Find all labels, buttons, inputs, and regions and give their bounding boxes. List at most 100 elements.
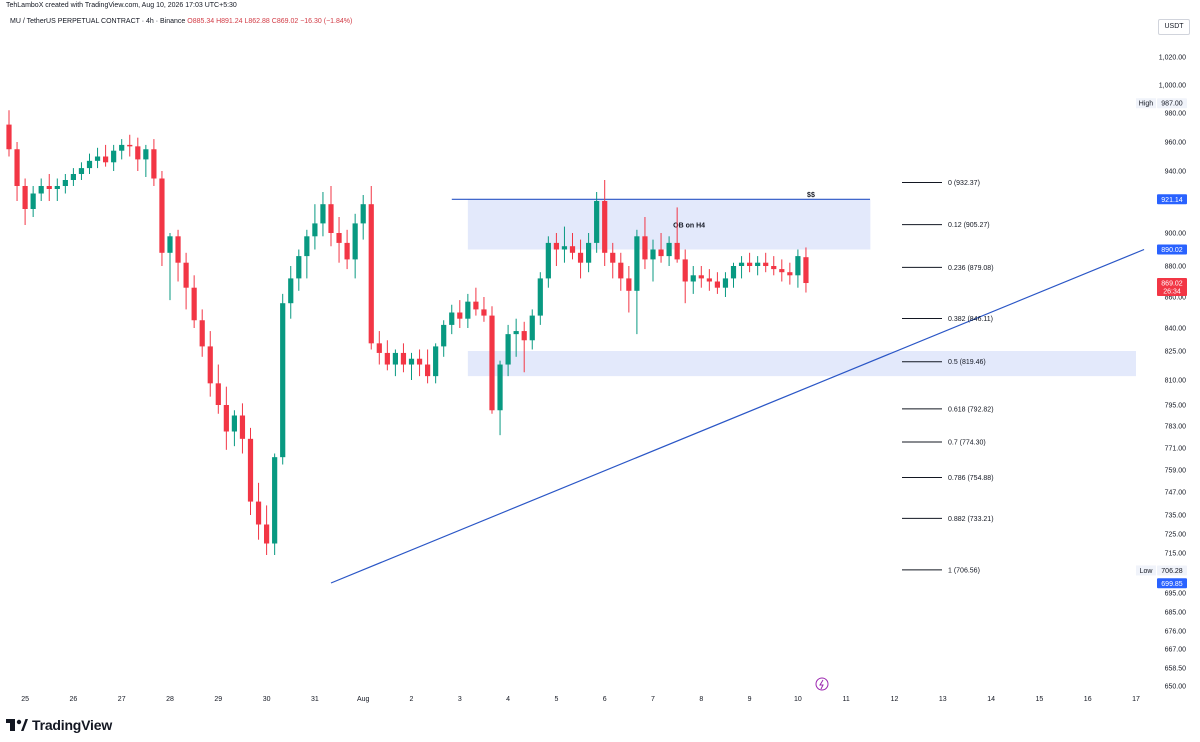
candle-body: [714, 281, 720, 288]
price-marker-label: 921.14: [1161, 197, 1183, 204]
candle-body: [280, 303, 286, 458]
candle-body: [610, 252, 616, 263]
candle-body: [215, 383, 221, 405]
x-tick-label: 29: [214, 696, 222, 703]
price-marker: [1157, 194, 1187, 205]
x-tick-label: 12: [891, 696, 899, 703]
x-tick-label: 10: [794, 696, 802, 703]
candle-body: [360, 204, 366, 224]
candle-body: [191, 287, 197, 321]
y-tick-label: 735.00: [1165, 513, 1187, 520]
price-marker-side-box: [1136, 98, 1156, 109]
candle-body: [127, 144, 133, 147]
candle-body: [223, 405, 229, 432]
candle-body: [86, 160, 93, 169]
candle-body: [264, 524, 270, 544]
y-tick-label: 810.00: [1165, 378, 1187, 385]
candle-body: [272, 457, 278, 544]
candle-body: [103, 156, 109, 163]
candle-body: [296, 256, 302, 279]
candle-body: [569, 246, 576, 253]
x-tick-label: 5: [554, 696, 558, 703]
candle-body: [795, 256, 801, 276]
fib-layer: 0 (932.37) 0.12 (905.27) 0.236 (879.08) 0.3…: [902, 180, 994, 574]
candle-body: [650, 249, 656, 260]
candle-body: [46, 186, 52, 189]
candle-body: [763, 262, 769, 266]
x-tick-label: 28: [166, 696, 174, 703]
candle-body: [384, 352, 390, 365]
candle-body: [408, 358, 415, 365]
price-marker: [1157, 578, 1187, 589]
y-tick-label: 650.00: [1165, 684, 1187, 691]
candle-body: [30, 193, 36, 209]
candle-body: [167, 236, 173, 253]
ohlc-low: L862.88: [244, 18, 270, 25]
candle-body: [183, 262, 189, 288]
x-tick-label: 26: [70, 696, 78, 703]
y-tick-label: 747.00: [1165, 490, 1187, 497]
candles-layer: [6, 110, 809, 555]
y-tick-label: 1,020.00: [1159, 55, 1186, 62]
x-tick-label: 14: [987, 696, 995, 703]
currency-selector[interactable]: USDT: [1158, 19, 1190, 35]
candle-body: [779, 269, 785, 273]
candle-body: [111, 150, 117, 163]
candle-body: [521, 331, 527, 341]
alert-icon[interactable]: [815, 677, 829, 691]
candle-body: [634, 236, 640, 291]
y-tick-label: 900.00: [1165, 231, 1187, 238]
candle-body: [352, 223, 358, 260]
candle-body: [755, 262, 761, 266]
candle-body: [425, 364, 431, 377]
brand-name: TradingView: [32, 717, 113, 733]
candle-body: [682, 259, 688, 282]
candle-body: [489, 315, 495, 411]
candle-body: [94, 156, 101, 161]
fib-label: 0 (932.37): [948, 180, 980, 187]
candle-body: [175, 236, 181, 263]
candle-body: [481, 309, 487, 316]
symbol-legend: MU / TetherUS PERPETUAL CONTRACT · 4h · …: [10, 18, 352, 25]
candle-body: [690, 275, 696, 282]
x-tick-label: 25: [21, 696, 29, 703]
tradingview-logo-icon: [6, 719, 28, 731]
candle-body: [457, 312, 463, 319]
candle-body: [38, 186, 44, 194]
price-marker-side-box: [1136, 565, 1156, 576]
x-tick-label: 11: [843, 696, 850, 703]
zones-layer: OB on H4: [467, 199, 1137, 377]
price-marker: [1157, 98, 1187, 109]
candle-body: [6, 124, 12, 150]
y-tick-label: 860.00: [1165, 295, 1187, 302]
candle-body: [658, 249, 664, 257]
candle-body: [698, 275, 704, 279]
candle-body: [368, 204, 374, 344]
y-tick-label: 771.00: [1165, 446, 1187, 453]
y-tick-label: 940.00: [1165, 169, 1187, 176]
candle-body: [674, 242, 680, 260]
candle-body: [143, 149, 149, 160]
candle-body: [54, 186, 60, 189]
price-marker: [1157, 278, 1187, 297]
y-tick-label: 759.00: [1165, 468, 1187, 475]
symbol-name[interactable]: MU / TetherUS PERPETUAL CONTRACT · 4h · …: [10, 18, 186, 25]
y-tick-label: 676.00: [1165, 629, 1187, 636]
y-tick-label: 715.00: [1165, 551, 1187, 558]
fib-label: 0.786 (754.88): [948, 475, 994, 482]
y-tick-label: 795.00: [1165, 403, 1187, 410]
candle-body: [151, 149, 157, 179]
fib-label: 0.382 (846.11): [948, 316, 993, 323]
ohlc-close: C869.02: [271, 18, 299, 25]
x-tick-label: 4: [506, 696, 510, 703]
x-tick-label: 30: [263, 696, 271, 703]
candle-body: [392, 352, 398, 365]
x-tick-label: 2: [410, 696, 414, 703]
y-tick-label: 1,000.00: [1159, 83, 1186, 90]
candle-body: [473, 301, 479, 310]
x-tick-label: 9: [748, 696, 752, 703]
candle-body: [803, 257, 809, 284]
trendline: [330, 248, 1145, 584]
